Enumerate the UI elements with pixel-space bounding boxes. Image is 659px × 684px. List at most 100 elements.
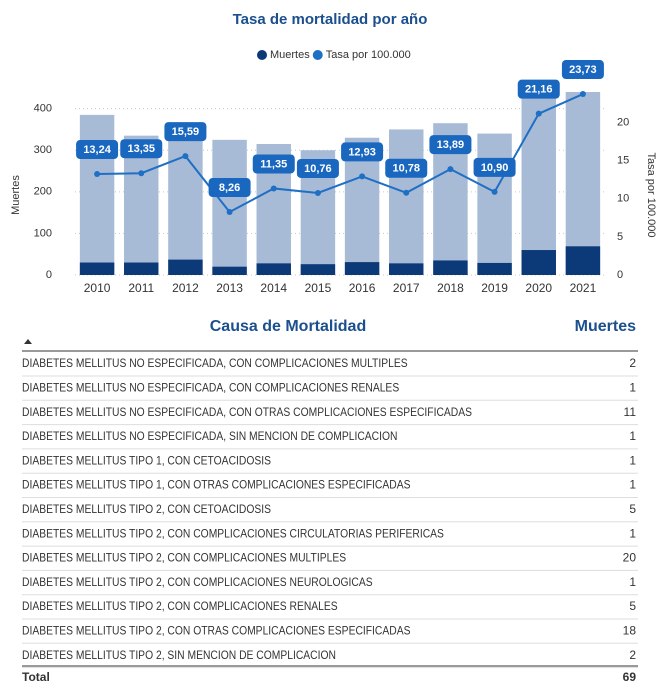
data-label-box (76, 140, 119, 160)
bar (168, 259, 203, 275)
line-point (447, 166, 454, 173)
data-label-box (429, 135, 472, 155)
y-tick-label: 300 (34, 144, 52, 156)
row-text: DIABETES MELLITUS NO ESPECIFICADA, CON C… (22, 382, 399, 395)
data-label-box (120, 139, 163, 159)
row-text: DIABETES MELLITUS NO ESPECIFICADA, CON C… (22, 358, 408, 371)
data-label: 10,90 (481, 162, 509, 174)
bar (565, 92, 601, 275)
y2-tick-label: 5 (617, 231, 623, 243)
line-point (535, 110, 542, 117)
deaths: 2 (629, 648, 636, 662)
row-text: DIABETES MELLITUS TIPO 2, CON COMPLICACI… (22, 601, 338, 614)
line-point (182, 153, 189, 160)
line-point (579, 91, 586, 98)
cause: DIABETES MELLITUS TIPO 1, CON OTRAS COMP… (22, 479, 410, 492)
x-tick-label: 2012 (172, 281, 199, 295)
data-label: 13,35 (127, 143, 155, 155)
y-axis-label: Muertes (10, 175, 22, 215)
x-tick-label: 2020 (525, 281, 552, 295)
y-tick-label: 0 (46, 269, 52, 281)
total-value: 69 (623, 670, 637, 684)
x-tick-label: 2016 (349, 281, 376, 295)
deaths: 1 (629, 575, 636, 589)
sort-arrow[interactable] (24, 339, 32, 344)
x-tick-label: 2015 (305, 281, 332, 295)
cause: DIABETES MELLITUS TIPO 2, CON COMPLICACI… (22, 576, 373, 589)
cause: DIABETES MELLITUS TIPO 2, CON COMPLICACI… (22, 552, 346, 565)
x-tick-label: 2014 (260, 281, 287, 295)
data-label: 23,73 (569, 64, 597, 76)
row-text: DIABETES MELLITUS TIPO 1, CON OTRAS COMP… (22, 479, 410, 492)
bar (477, 133, 512, 275)
x-tick-label: 2017 (393, 281, 420, 295)
y2-tick-label: 0 (617, 269, 623, 281)
row-text: DIABETES MELLITUS TIPO 2, CON CETOACIDOS… (22, 503, 271, 516)
row-text: DIABETES MELLITUS NO ESPECIFICADA, SIN M… (22, 430, 397, 443)
line-point (226, 209, 233, 216)
cause: DIABETES MELLITUS TIPO 2, CON CETOACIDOS… (22, 503, 271, 516)
data-label-box (517, 79, 560, 99)
bar (124, 262, 159, 275)
y2-tick-label: 20 (617, 116, 629, 128)
x-tick-label: 2010 (84, 281, 111, 295)
cause: DIABETES MELLITUS TIPO 1, CON CETOACIDOS… (22, 455, 271, 468)
x-tick-label: 2018 (437, 281, 464, 295)
table-header: Causa de Mortalidad (210, 318, 366, 335)
line-point (94, 171, 101, 178)
cause: DIABETES MELLITUS TIPO 2, CON OTRAS COMP… (22, 625, 410, 638)
cause: DIABETES MELLITUS NO ESPECIFICADA, CON C… (22, 358, 408, 371)
x-tick-label: 2019 (481, 281, 508, 295)
row-text: DIABETES MELLITUS TIPO 2, CON OTRAS COMP… (22, 625, 410, 638)
row-text: DIABETES MELLITUS TIPO 2, CON COMPLICACI… (22, 528, 444, 541)
data-label-box (208, 178, 251, 198)
bar (124, 135, 159, 275)
y-tick-label: 100 (34, 227, 52, 239)
deaths: 18 (623, 623, 637, 637)
data-label-box (385, 158, 428, 178)
data-label-box (164, 122, 207, 142)
cause: DIABETES MELLITUS TIPO 2, CON COMPLICACI… (22, 601, 338, 614)
line-point (314, 189, 321, 196)
bar (521, 250, 556, 275)
data-label-box (473, 157, 516, 177)
data-label: 11,35 (260, 158, 287, 170)
data-label: 15,59 (172, 126, 200, 138)
bar (79, 114, 115, 275)
bar (79, 262, 115, 275)
bar (389, 129, 424, 275)
data-label: 21,16 (525, 84, 553, 96)
bar (256, 263, 291, 275)
bar (212, 139, 247, 275)
deaths: 1 (629, 478, 636, 492)
data-label-box (561, 60, 604, 80)
deaths: 1 (629, 380, 636, 394)
deaths: 1 (629, 526, 636, 540)
row-text: DIABETES MELLITUS NO ESPECIFICADA, CON O… (22, 406, 472, 419)
bar (389, 263, 424, 275)
y2-axis-label: Tasa por 100.000 (645, 152, 657, 237)
cause: DIABETES MELLITUS NO ESPECIFICADA, CON O… (22, 406, 472, 419)
legend-marker (312, 50, 323, 60)
data-label-box (252, 154, 295, 174)
data-label: 13,89 (437, 139, 465, 151)
data-label: 12,93 (348, 146, 376, 158)
row-text: DIABETES MELLITUS TIPO 2, CON COMPLICACI… (22, 576, 373, 589)
bar (344, 262, 380, 275)
row-text: DIABETES MELLITUS TIPO 2, CON COMPLICACI… (22, 552, 346, 565)
table-header: Muertes (575, 318, 636, 335)
deaths: 1 (629, 429, 636, 443)
deaths: 5 (629, 599, 636, 613)
data-label-box (341, 142, 384, 162)
line-point (491, 188, 498, 195)
legend-label: Muertes (270, 49, 310, 61)
legend-marker (257, 50, 267, 60)
total-label: Total (22, 670, 50, 684)
cause: DIABETES MELLITUS TIPO 2, CON COMPLICACI… (22, 528, 444, 541)
data-label-box (296, 158, 339, 178)
cause: DIABETES MELLITUS NO ESPECIFICADA, CON C… (22, 382, 399, 395)
x-tick-label: 2013 (216, 281, 243, 295)
bar (565, 246, 601, 275)
deaths: 20 (623, 551, 637, 565)
